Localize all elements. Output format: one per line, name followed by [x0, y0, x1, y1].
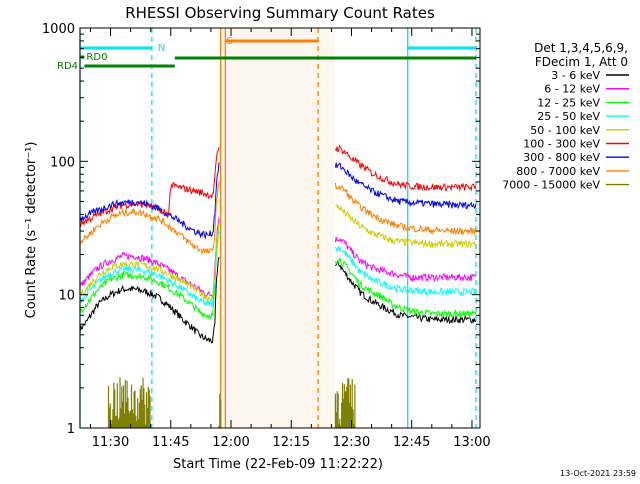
status-label-rd0: RD0 [86, 52, 107, 63]
series-7000-15000-kev-block-3 [334, 378, 356, 428]
series-50-100-kev-segment-2 [335, 203, 477, 249]
series-group [79, 144, 477, 428]
legend-header-1: Det 1,3,4,5,6,9, [534, 41, 628, 55]
series-3-6-kev-segment-2 [335, 260, 477, 325]
legend-label-6: 100 - 300 keV [523, 138, 600, 151]
legend-label-1: 3 - 6 keV [551, 69, 600, 82]
x-tick-label-3: 12:00 [212, 435, 249, 450]
data-gap-region [220, 28, 335, 428]
y-tick-label-2: 10 [58, 289, 75, 304]
series-3-6-kev-segment-1 [79, 256, 220, 344]
y-axis-label: Count Rate (s⁻¹ detector⁻¹) [24, 142, 39, 319]
series-100-300-kev-segment-2 [334, 144, 477, 192]
x-tick-label-5: 12:30 [333, 435, 370, 450]
legend-label-7: 300 - 800 keV [523, 151, 600, 164]
status-label-n: N [158, 43, 165, 54]
series-6-12-kev-segment-2 [334, 236, 477, 283]
x-tick-label-2: 11:45 [152, 435, 189, 450]
legend-label-5: 50 - 100 keV [530, 124, 600, 137]
x-tick-label-6: 12:45 [393, 435, 430, 450]
legend-label-4: 25 - 50 keV [537, 110, 600, 123]
legend-header-2: FDecim 1, Att 0 [535, 55, 628, 69]
series-300-800-kev-segment-1 [79, 162, 220, 240]
chart-title: RHESSI Observing Summary Count Rates [125, 4, 435, 22]
legend-label-2: 6 - 12 keV [544, 83, 600, 96]
x-tick-label-1: 11:30 [92, 435, 129, 450]
status-label-rd4: RD4 [57, 61, 78, 72]
series-100-300-kev-segment-1 [79, 146, 220, 228]
plot-frame [79, 27, 481, 429]
series-12-25-kev-segment-2 [334, 257, 477, 319]
series-25-50-kev-segment-1 [79, 226, 220, 308]
x-axis-label: Start Time (22-Feb-09 11:22:22) [173, 457, 383, 472]
status-label-s: S [227, 36, 233, 47]
status-bars: N S RD0 RD4 [57, 36, 476, 72]
series-800-7000-kev-segment-2 [334, 183, 477, 236]
legend-label-3: 12 - 25 keV [537, 96, 600, 109]
axes: 1 10 100 1000 11:30 11:45 12:00 12:15 12:30 12:45… [42, 22, 491, 450]
timestamp: 13-Oct-2021 23:59 [560, 469, 636, 478]
series-50-100-kev-segment-1 [79, 222, 220, 303]
x-tick-label-4: 12:15 [273, 435, 310, 450]
y-tick-label-1: 1 [67, 422, 75, 437]
legend-label-9: 7000 - 15000 keV [502, 179, 600, 192]
series-800-7000-kev-segment-1 [79, 181, 220, 256]
x-tick-label-7: 13:00 [453, 435, 490, 450]
series-12-25-kev-segment-1 [79, 231, 220, 320]
legend-label-8: 800 - 7000 keV [516, 165, 600, 178]
series-300-800-kev-segment-2 [334, 162, 477, 210]
y-tick-label-3: 100 [50, 155, 75, 170]
series-7000-15000-kev-block-1 [107, 377, 151, 428]
guide-lines [79, 28, 477, 428]
series-25-50-kev-segment-2 [334, 246, 477, 297]
y-tick-label-4: 1000 [42, 22, 75, 37]
